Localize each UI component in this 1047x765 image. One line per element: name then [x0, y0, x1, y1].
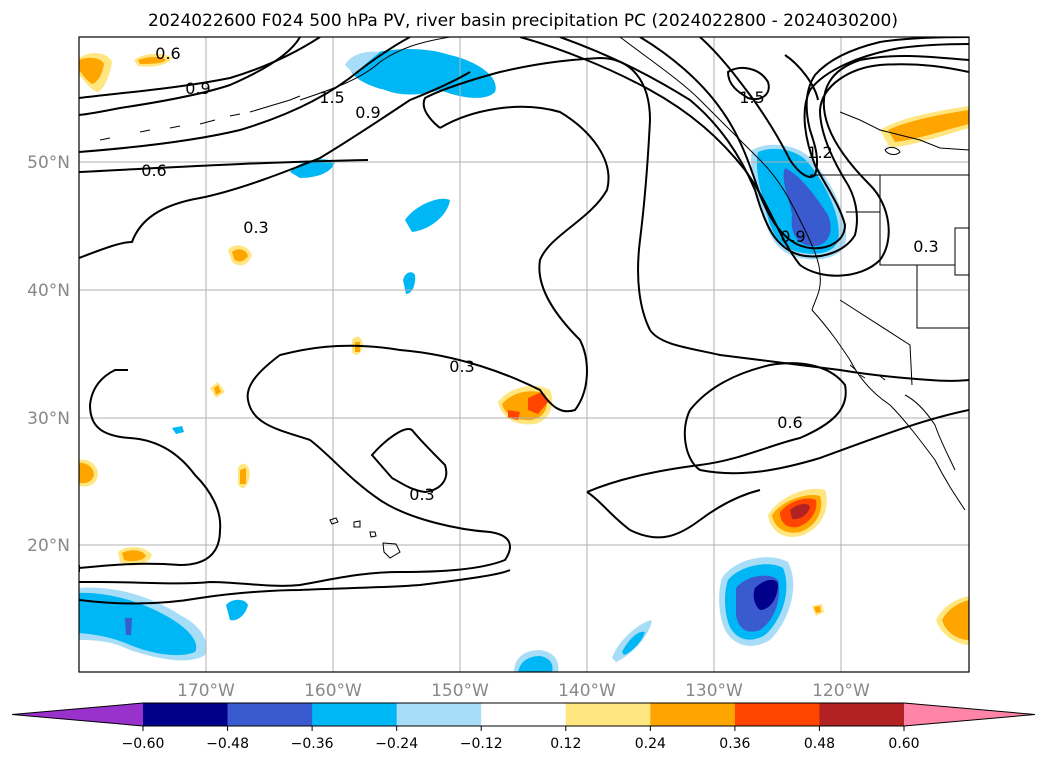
shade-pos-nw1b: [79, 57, 104, 84]
colorbar-tick-label: −0.48: [206, 736, 249, 752]
shade-pos-ab: [232, 249, 248, 262]
colorbar-swatch: [143, 703, 229, 726]
shade-neg-b: [405, 198, 450, 232]
shade-pos-gc: [528, 392, 548, 414]
colorbar-swatch: [227, 703, 313, 726]
colorbar-swatch: [481, 703, 567, 726]
shade-sw-dark: [125, 618, 132, 635]
colorbar-tick-label: −0.36: [291, 736, 334, 752]
shade-pos-hd: [790, 503, 810, 520]
colorbar-tick-label: 0.12: [550, 736, 581, 752]
colorbar-swatch: [312, 703, 398, 726]
colorbar-tick-label: 0.24: [635, 736, 666, 752]
shade-neg-d: [172, 426, 184, 434]
contour-label: 1.2: [807, 143, 832, 162]
shade-neg-a: [290, 159, 335, 178]
colorbar-swatch: [650, 703, 736, 726]
colorbar-extend-high: [904, 703, 1035, 726]
colorbar-tick-label: −0.12: [460, 736, 503, 752]
shade-pos-nw2b: [138, 57, 166, 64]
shade-south-darkest: [753, 579, 778, 610]
map-title: 2024022600 F024 500 hPa PV, river basin …: [148, 11, 898, 31]
contour-label: 0.3: [913, 237, 938, 256]
latitude-labels: 50°N 40°N 30°N 20°N: [27, 153, 70, 556]
pv-contours: [79, 37, 969, 605]
shade-pos-jb: [942, 600, 969, 640]
contour-label: 0.3: [243, 218, 268, 237]
map-frame: [78, 36, 970, 673]
shade-neg-i: [518, 656, 553, 672]
lon-label: 160°W: [304, 681, 362, 701]
contour-label: 0.6: [141, 161, 166, 180]
map-panel: 0.6 0.9 1.5 0.9 0.6 0.3 0.3 0.3 1.5 1.2 …: [79, 37, 969, 672]
shade-pos-eb: [79, 462, 94, 484]
longitude-labels: 170°W 160°W 150°W 140°W 130°W 120°W: [177, 681, 870, 701]
shade-pos-cb: [214, 385, 221, 395]
colorbar-tick-label: 0.60: [888, 736, 919, 752]
contour-label: 0.3: [409, 485, 434, 504]
lat-label: 50°N: [27, 153, 70, 173]
lon-label: 130°W: [685, 681, 743, 701]
contour-labels: 0.6 0.9 1.5 0.9 0.6 0.3 0.3 0.3 1.5 1.2 …: [141, 44, 938, 504]
coastlines: [99, 37, 969, 559]
lon-label: 140°W: [558, 681, 616, 701]
colorbar: −0.60 −0.48 −0.36 −0.24 −0.12 0.12 0.24 0.36 0.4…: [11, 702, 1036, 752]
shade-pos-neb: [888, 110, 969, 142]
contour-label: 0.3: [449, 357, 474, 376]
colorbar-tick-label: 0.48: [804, 736, 835, 752]
lon-label: 120°W: [812, 681, 870, 701]
contour-label: 0.6: [777, 413, 802, 432]
shade-alaska-edge: [345, 51, 380, 75]
colorbar-swatch: [819, 703, 905, 726]
graticule: [79, 37, 969, 672]
lon-label: 170°W: [177, 681, 235, 701]
shade-pos-bb: [355, 342, 360, 352]
contour-label: 0.6: [155, 44, 180, 63]
colorbar-tick-label: −0.24: [375, 736, 418, 752]
lat-label: 20°N: [27, 536, 70, 556]
contour-label: 0.9: [355, 103, 380, 122]
shade-pos-fb: [122, 550, 146, 562]
colorbar-swatch: [734, 703, 820, 726]
shade-pnw-dark: [783, 168, 831, 247]
lat-label: 40°N: [27, 281, 70, 301]
colorbar-tick-label: 0.36: [719, 736, 750, 752]
contour-label: 1.5: [739, 88, 764, 107]
colorbar-swatch: [396, 703, 482, 726]
shade-pos-ib: [814, 606, 821, 613]
shade-neg-c: [403, 272, 416, 294]
shade-sw-mid: [79, 592, 197, 656]
shade-neg-e: [226, 599, 248, 621]
colorbar-extend-low: [12, 703, 143, 726]
shade-alaska: [349, 48, 496, 98]
colorbar-swatch: [565, 703, 651, 726]
shade-neg-g: [622, 631, 645, 655]
colorbar-tick-label: −0.60: [122, 736, 165, 752]
lat-label: 30°N: [27, 409, 70, 429]
shade-pos-db: [240, 468, 246, 484]
contour-label: 0.9: [780, 227, 805, 246]
contour-label: 1.5: [319, 88, 344, 107]
precip-shading: [79, 48, 969, 672]
contour-label: 0.9: [185, 79, 210, 98]
lon-label: 150°W: [431, 681, 489, 701]
